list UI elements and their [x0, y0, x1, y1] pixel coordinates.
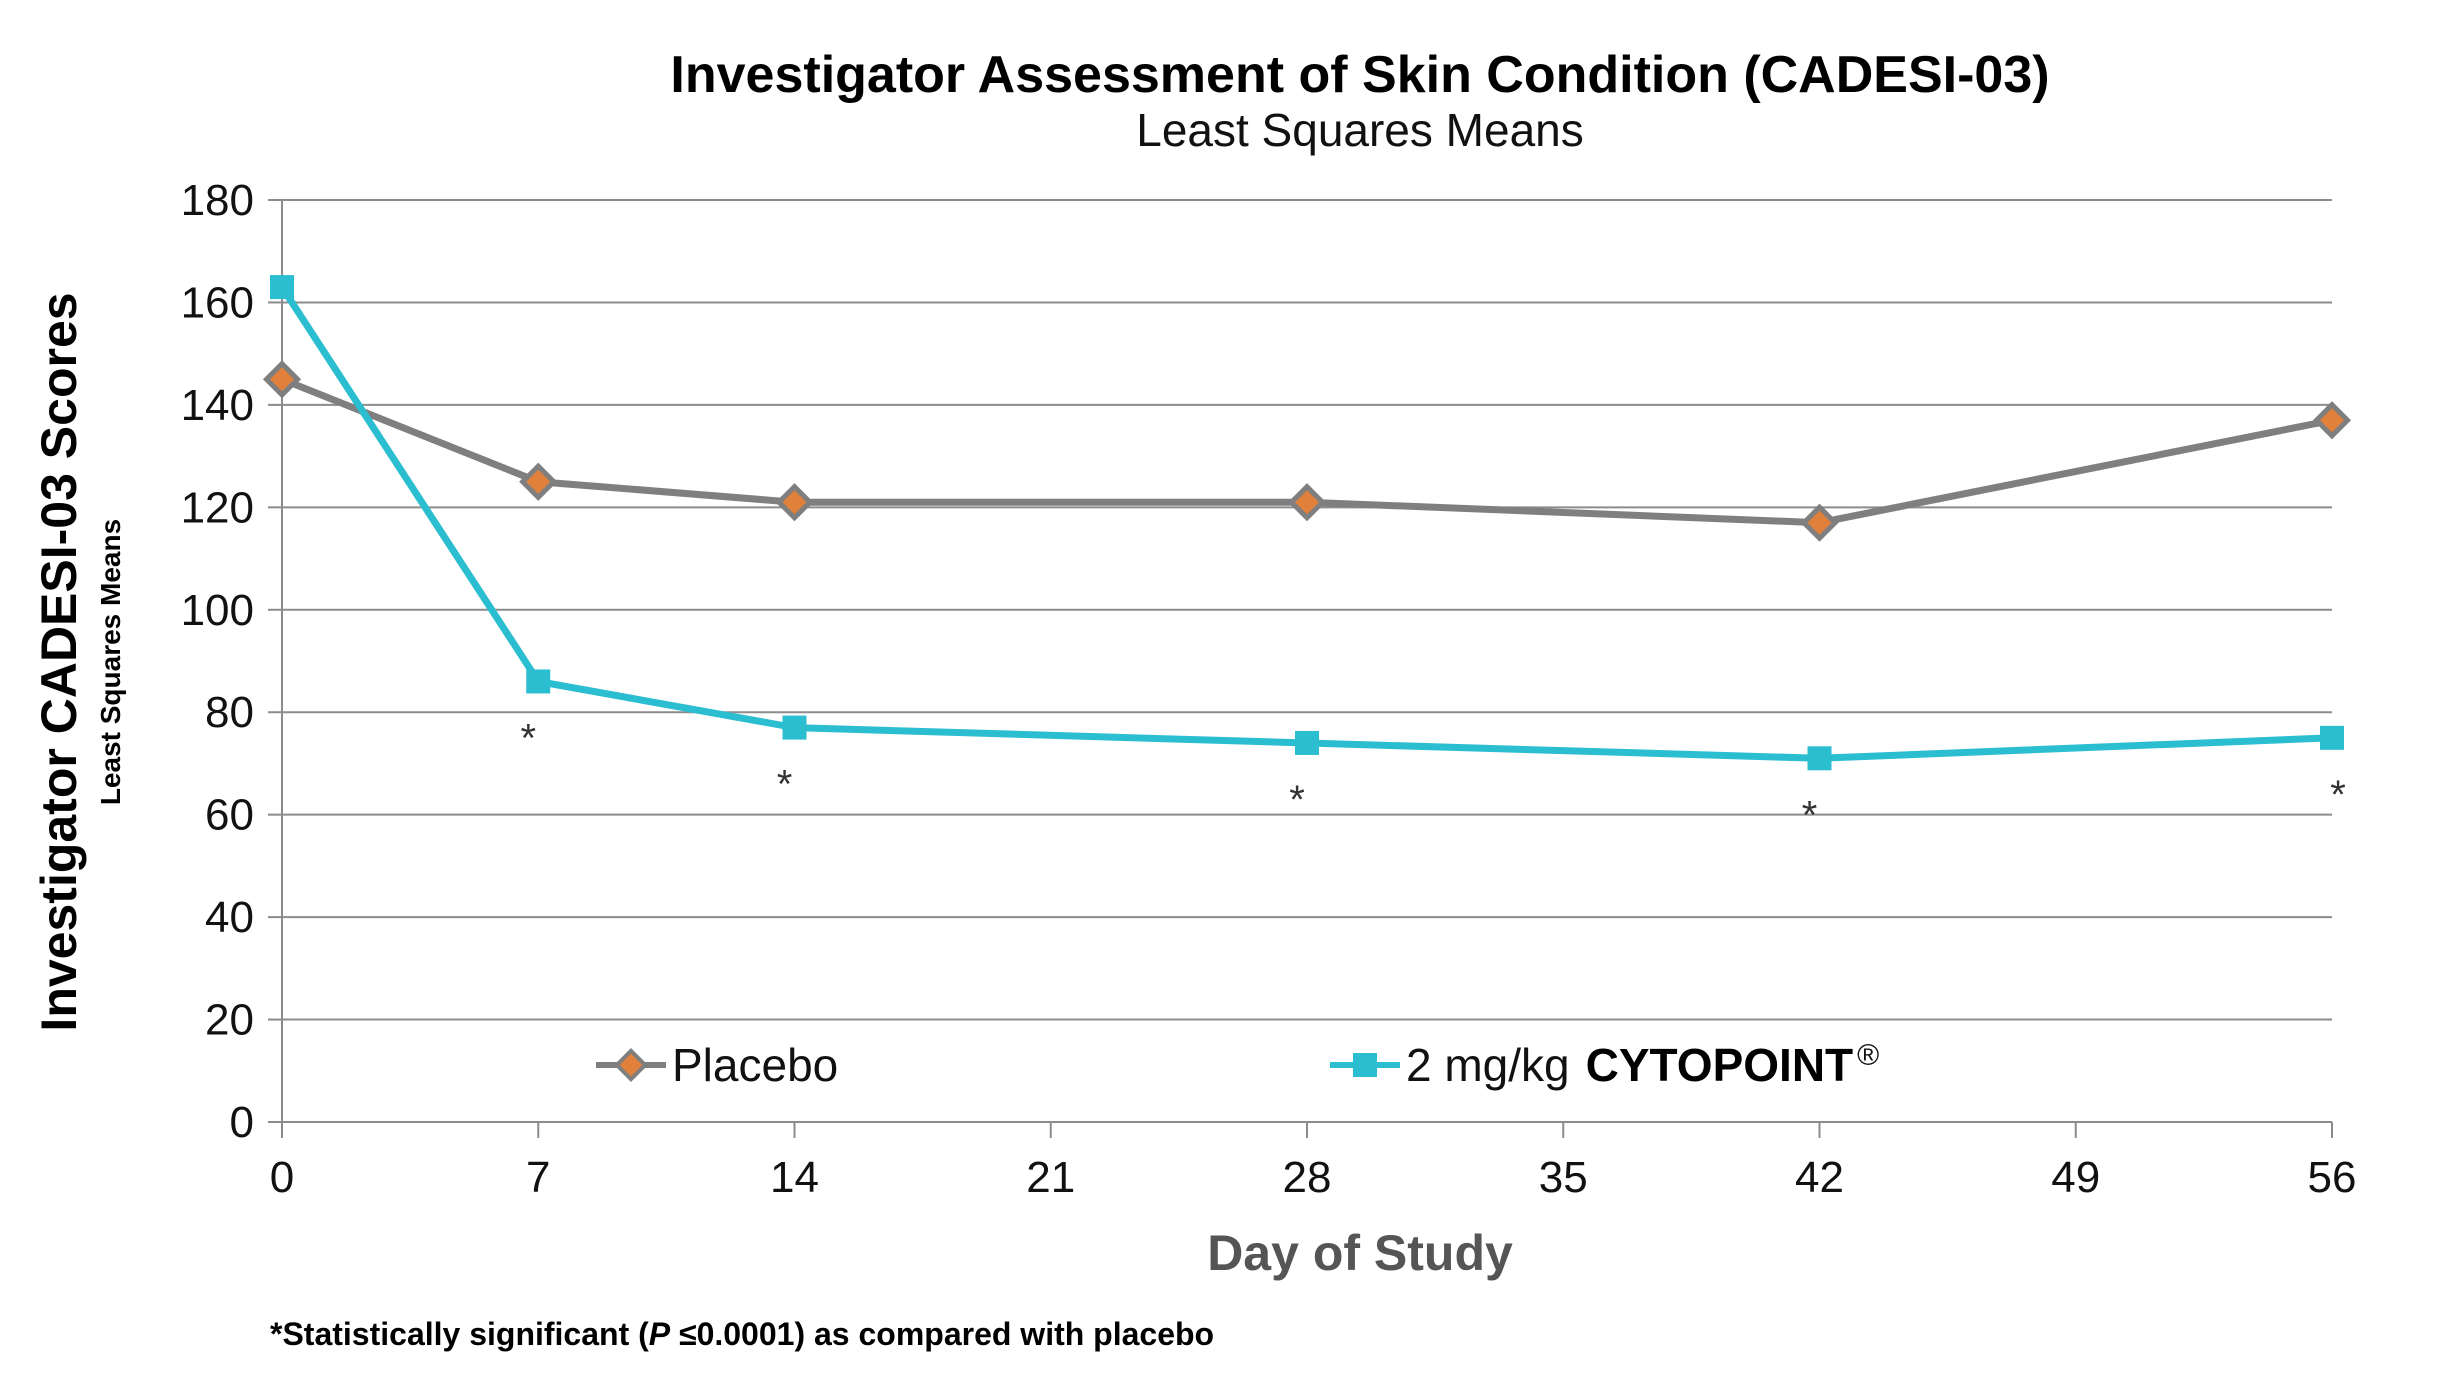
significance-marker-day-7: *	[520, 716, 536, 760]
x-tick-label-35: 35	[1539, 1153, 1588, 1202]
footnote-p: P	[649, 1316, 671, 1352]
point-cytopoint-day-28	[1295, 730, 1319, 755]
point-placebo-day-7	[519, 462, 558, 501]
x-tick-labels: 0 7 14 21 28 35 42 49 56	[270, 1153, 2357, 1202]
legend-marker-placebo	[614, 1048, 648, 1082]
gridlines	[282, 199, 2332, 1021]
y-tick-label-0: 0	[230, 1098, 254, 1147]
x-tick-label-7: 7	[526, 1153, 550, 1202]
significance-marker-day-28: *	[1289, 778, 1305, 822]
point-cytopoint-day-14	[782, 715, 807, 740]
point-placebo-day-56	[2312, 401, 2352, 440]
point-cytopoint-day-42	[1807, 746, 1832, 771]
x-tick-label-21: 21	[1026, 1153, 1075, 1202]
x-tick-label-14: 14	[770, 1153, 819, 1202]
y-tick-label-100: 100	[181, 586, 254, 635]
y-tick-label-160: 160	[181, 278, 254, 327]
axes	[268, 199, 2333, 1138]
footnote-post: ≤0.0001) as compared with placebo	[670, 1316, 1214, 1352]
significance-markers: * * * * *	[520, 716, 2345, 837]
x-tick-label-0: 0	[270, 1153, 294, 1202]
legend-item-placebo: Placebo	[596, 1039, 838, 1091]
point-placebo-day-28	[1287, 483, 1327, 522]
y-tick-label-180: 180	[181, 176, 254, 225]
point-placebo-day-0	[262, 360, 302, 399]
series-line-cytopoint	[279, 285, 2333, 762]
footnote-pre: *Statistically significant (	[270, 1316, 649, 1352]
series-line-placebo	[280, 376, 2333, 527]
x-tick-label-56: 56	[2308, 1153, 2357, 1202]
point-cytopoint-day-0	[270, 275, 294, 300]
legend-brand: CYTOPOINT	[1586, 1039, 1854, 1091]
y-tick-label-40: 40	[205, 893, 254, 942]
legend-item-cytopoint: 2 mg/kg CYTOPOINT ®	[1330, 1039, 1879, 1091]
x-axis-label: Day of Study	[1207, 1225, 1513, 1281]
significance-marker-day-42: *	[1802, 793, 1818, 837]
legend-dose: 2 mg/kg	[1406, 1039, 1570, 1091]
legend: Placebo 2 mg/kg CYTOPOINT ®	[596, 1039, 1879, 1091]
point-placebo-day-42	[1800, 503, 1839, 542]
y-axis-label: Investigator CADESI-03 Scores	[31, 292, 87, 1031]
significance-marker-day-56: *	[2330, 773, 2346, 817]
x-tick-label-28: 28	[1283, 1153, 1332, 1202]
legend-registered-mark: ®	[1857, 1039, 1879, 1072]
y-tick-labels: 0 20 40 60 80 100 120 140 160 180	[181, 176, 254, 1147]
legend-marker-cytopoint	[1353, 1053, 1377, 1077]
series-layer	[262, 275, 2352, 771]
y-tick-label-120: 120	[181, 483, 254, 532]
point-placebo-day-14	[775, 483, 814, 522]
footnote: *Statistically significant (P ≤0.0001) a…	[270, 1316, 1214, 1352]
x-tick-label-49: 49	[2051, 1153, 2100, 1202]
y-tick-label-140: 140	[181, 381, 254, 430]
legend-label-cytopoint: 2 mg/kg CYTOPOINT ®	[1406, 1039, 1879, 1091]
x-tick-label-42: 42	[1795, 1153, 1844, 1202]
point-cytopoint-day-7	[526, 669, 551, 694]
y-tick-label-20: 20	[205, 996, 254, 1045]
y-axis-sublabel: Least Squares Means	[95, 519, 126, 805]
y-tick-label-80: 80	[205, 688, 254, 737]
legend-label-placebo: Placebo	[672, 1039, 838, 1091]
point-cytopoint-day-56	[2320, 725, 2344, 750]
significance-marker-day-14: *	[777, 763, 793, 807]
chart-title: Investigator Assessment of Skin Conditio…	[670, 46, 2049, 104]
chart-subtitle: Least Squares Means	[1136, 104, 1584, 156]
y-tick-label-60: 60	[205, 791, 254, 840]
